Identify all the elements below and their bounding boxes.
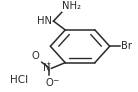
- Text: O: O: [45, 78, 53, 88]
- Text: Br: Br: [121, 41, 132, 51]
- Text: HN: HN: [37, 16, 52, 26]
- Text: N: N: [43, 63, 51, 73]
- Text: +: +: [45, 61, 51, 66]
- Text: HCl: HCl: [10, 75, 28, 85]
- Text: O: O: [32, 51, 40, 61]
- Text: NH₂: NH₂: [62, 1, 81, 11]
- Text: −: −: [52, 78, 58, 84]
